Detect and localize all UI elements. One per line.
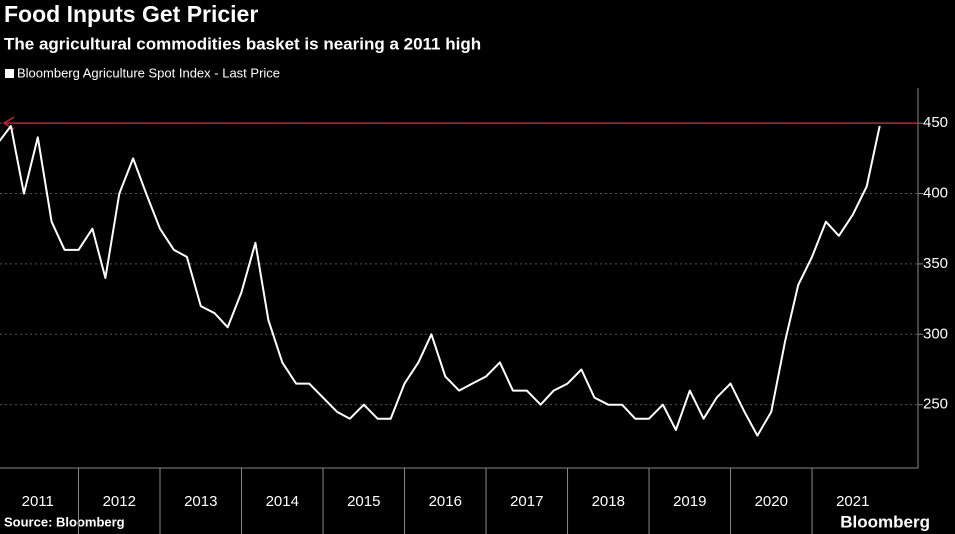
y-tick-label: 400 [923,185,948,202]
x-tick-label: 2021 [836,493,869,510]
x-tick-label: 2013 [184,493,217,510]
legend-swatch [5,69,14,78]
x-tick-label: 2017 [510,493,543,510]
y-tick-label: 350 [923,255,948,272]
brand: Bloomberg [840,512,930,531]
x-tick-label: 2020 [755,493,788,510]
line-series [0,125,881,437]
x-tick-label: 2012 [103,493,136,510]
x-tick-label: 2011 [22,493,54,510]
source: Source: Bloomberg [4,514,125,529]
x-tick-label: 2018 [592,493,625,510]
x-tick-label: 2015 [347,493,380,510]
legend-label: Bloomberg Agriculture Spot Index - Last … [17,65,280,80]
chart-subtitle: The agricultural commodities basket is n… [4,34,481,53]
y-tick-label: 450 [923,114,948,131]
y-tick-label: 250 [923,396,948,413]
x-tick-label: 2016 [429,493,462,510]
x-tick-label: 2019 [673,493,706,510]
y-tick-label: 300 [923,325,948,342]
x-tick-label: 2014 [266,493,299,510]
chart-title: Food Inputs Get Pricier [4,1,258,27]
